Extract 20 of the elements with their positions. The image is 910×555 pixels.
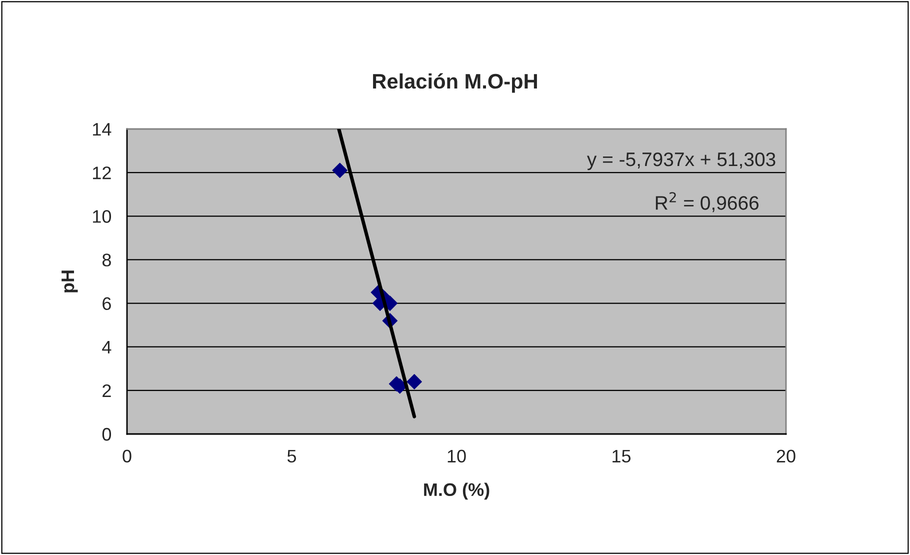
y-tick-label: 14 (93, 123, 112, 136)
y-tick-label: 0 (102, 428, 112, 441)
x-axis-title: M.O (%) (424, 482, 490, 500)
annotation: y = -5,7937x + 51,303 (586, 152, 776, 170)
x-tick-label: 20 (776, 450, 796, 463)
point (406, 374, 422, 390)
y-tick-label: 12 (93, 166, 111, 180)
chart-title: Relación M.O-pH (373, 73, 537, 93)
annotation: R$^{2}$ = 0,9666 (656, 192, 759, 212)
y-tick-label: 4 (102, 340, 112, 354)
y-tick-label: 2 (102, 384, 111, 397)
x-tick-label: 15 (612, 450, 631, 463)
y-tick-label: 6 (102, 297, 111, 310)
x-tick-label: 5 (287, 450, 296, 463)
y-tick-label: 10 (93, 210, 112, 223)
point (332, 162, 348, 178)
x-tick-label: 0 (122, 450, 132, 463)
y-tick-label: 8 (102, 254, 111, 266)
x-tick-label: 10 (448, 450, 466, 463)
y-axis-title: pH (62, 270, 78, 292)
